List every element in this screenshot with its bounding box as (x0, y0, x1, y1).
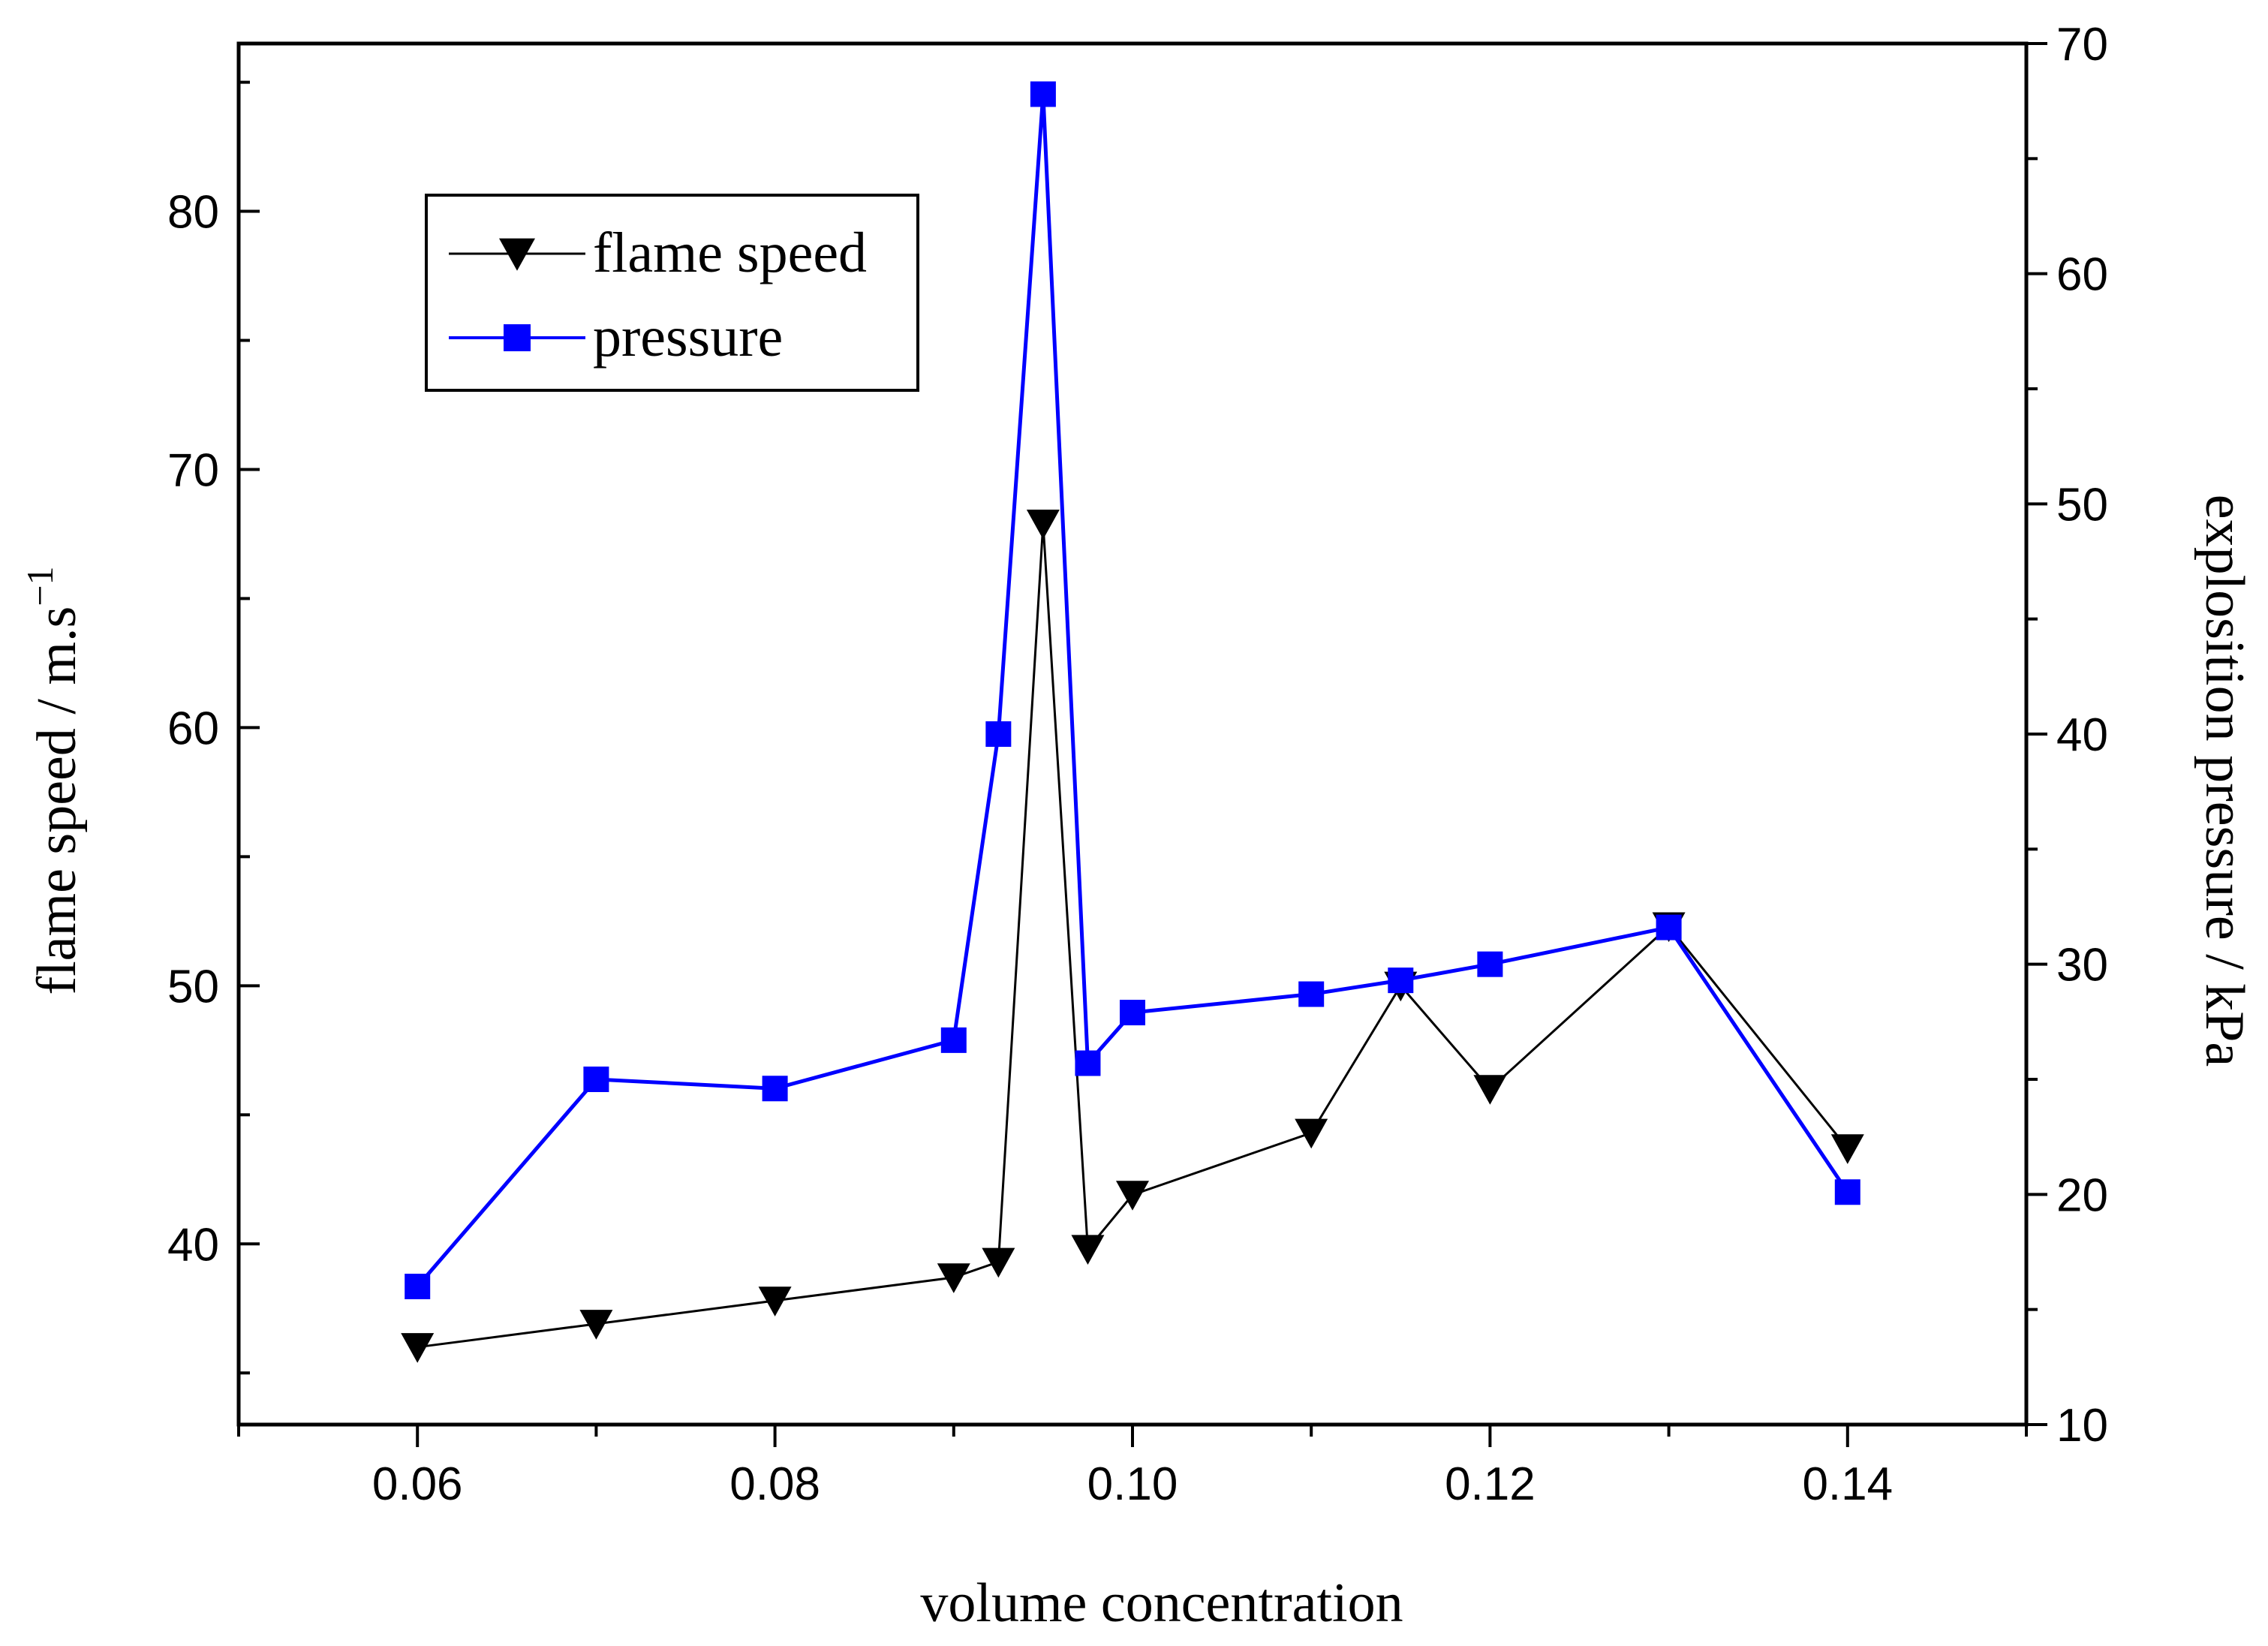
data-point-pressure (405, 1274, 431, 1299)
legend-label-flame-speed: flame speed (593, 221, 867, 284)
y-right-tick-label: 60 (2056, 249, 2108, 301)
data-point-flame-speed (1830, 1134, 1864, 1164)
data-point-flame-speed (579, 1310, 613, 1340)
x-tick-label: 0.06 (372, 1458, 463, 1510)
data-point-pressure (1075, 1050, 1101, 1076)
y-left-tick-label: 60 (167, 703, 219, 754)
data-point-pressure (583, 1067, 609, 1092)
data-point-pressure (1834, 1179, 1860, 1205)
y-right-tick-label: 20 (2056, 1169, 2108, 1221)
y-right-axis-ticks: 10 20 30 40 50 60 70 (2026, 19, 2108, 1452)
y-left-tick-label: 80 (167, 187, 219, 239)
data-point-pressure (762, 1076, 788, 1102)
data-point-pressure (1120, 1000, 1145, 1026)
y-left-axis-ticks: 40 50 60 70 80 (167, 80, 260, 1375)
y-right-axis-title: explosition pressure / kPa (2194, 495, 2255, 1067)
series-layer (401, 81, 1864, 1363)
y-right-tick-label: 30 (2056, 940, 2108, 992)
y-left-tick-label: 70 (167, 444, 219, 496)
y-left-axis-title: flame speed / m.s−1 (19, 566, 88, 995)
data-point-pressure (1388, 967, 1414, 994)
y-left-axis-title-superscript: −1 (19, 566, 61, 606)
y-right-tick-label: 70 (2056, 19, 2108, 71)
y-right-tick-label: 40 (2056, 709, 2108, 761)
data-point-flame-speed (937, 1263, 970, 1293)
data-point-flame-speed (1295, 1118, 1328, 1149)
data-point-flame-speed (401, 1333, 435, 1363)
legend-marker-pressure (504, 324, 531, 351)
y-right-tick-label: 10 (2056, 1400, 2108, 1452)
x-axis-ticks: 0.06 0.08 0.10 0.12 0.14 (237, 1425, 2028, 1510)
data-point-pressure (1298, 981, 1325, 1007)
data-point-pressure (1030, 81, 1056, 107)
data-point-flame-speed (982, 1247, 1015, 1278)
legend-marker-flame-speed (499, 238, 535, 271)
data-point-flame-speed (758, 1286, 792, 1316)
data-point-flame-speed (1026, 510, 1060, 540)
data-point-pressure (1477, 951, 1503, 977)
y-left-axis-title-main: flame speed / m.s (26, 606, 88, 995)
data-point-flame-speed (1116, 1181, 1149, 1211)
x-tick-label: 0.14 (1802, 1458, 1893, 1510)
data-point-flame-speed (1071, 1235, 1105, 1265)
y-left-tick-label: 50 (167, 961, 219, 1013)
data-point-pressure (940, 1027, 967, 1053)
x-tick-label: 0.12 (1445, 1458, 1536, 1510)
legend-label-pressure: pressure (593, 305, 783, 369)
y-right-tick-label: 50 (2056, 479, 2108, 531)
data-point-pressure (1656, 914, 1682, 940)
data-point-pressure (985, 721, 1012, 747)
legend: flame speed pressure (425, 194, 919, 392)
legend-box (425, 194, 919, 392)
data-point-flame-speed (1473, 1075, 1507, 1105)
x-tick-label: 0.08 (729, 1458, 820, 1510)
x-axis-title: volume concentration (920, 1572, 1403, 1634)
x-tick-label: 0.10 (1087, 1458, 1178, 1510)
y-left-tick-label: 40 (167, 1219, 219, 1271)
